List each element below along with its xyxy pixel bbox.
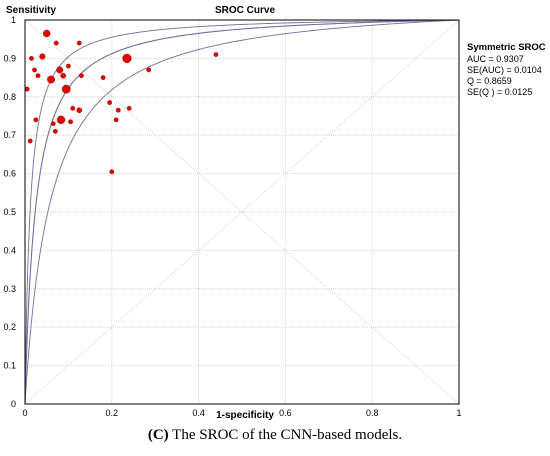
x-tick-label: 1 (456, 408, 461, 418)
study-point (109, 169, 115, 175)
study-point (146, 67, 152, 73)
study-point (29, 56, 34, 61)
y-tick-label: 0.6 (3, 169, 16, 179)
sroc-curve-lower (24, 19, 460, 404)
study-point (53, 40, 59, 46)
y-tick-label: 0.3 (3, 284, 16, 294)
study-point (52, 128, 58, 134)
legend-se-q: SE(Q ) = 0.0125 (467, 87, 532, 97)
figure-caption: (C) The SROC of the CNN-based models. (0, 427, 550, 444)
grid (25, 20, 459, 404)
study-point (213, 52, 219, 57)
y-tick-labels: 0 0.1 0.2 0.3 0.4 0.5 0.6 0.7 0.8 0.9 1 (3, 15, 16, 409)
study-point (68, 119, 73, 125)
study-point (27, 138, 33, 144)
study-point (56, 66, 64, 74)
study-point (24, 86, 30, 92)
y-tick-label: 1 (11, 15, 16, 25)
y-tick-label: 0.7 (3, 130, 16, 140)
study-point (61, 84, 71, 94)
study-point (42, 29, 51, 38)
q-point-diagonal (24, 19, 460, 405)
study-point (66, 63, 71, 69)
legend-q: Q = 0.8659 (467, 76, 512, 86)
y-tick-label: 0.4 (3, 245, 16, 255)
study-point (115, 107, 121, 113)
study-point (122, 53, 132, 64)
study-point (39, 53, 46, 60)
study-point (32, 67, 37, 73)
caption-label: (C) (147, 427, 169, 443)
x-tick-labels: 0 0.2 0.4 0.6 0.8 1 (22, 408, 461, 418)
legend: Symmetric SROC AUC = 0.9307 SE(AUC) = 0.… (467, 42, 546, 97)
study-point (76, 107, 83, 114)
study-point (50, 121, 56, 127)
y-tick-label: 0.1 (3, 361, 16, 371)
legend-auc: AUC = 0.9307 (467, 54, 524, 64)
x-tick-label: 0.2 (106, 408, 119, 418)
study-point (100, 75, 106, 81)
x-tick-label: 0 (22, 408, 27, 418)
study-point (70, 105, 76, 111)
plot-frame (24, 19, 460, 405)
study-point (107, 100, 113, 105)
diagonal-lines (24, 19, 460, 405)
caption-text: The SROC of the CNN-based models. (168, 427, 403, 443)
study-point (126, 105, 132, 111)
y-tick-label: 0.2 (3, 322, 16, 332)
chart-title: SROC Curve (215, 5, 275, 16)
y-tick-label: 0.9 (3, 53, 16, 63)
study-points (24, 29, 219, 175)
x-axis-label: 1-specificity (216, 410, 274, 420)
study-point (47, 75, 55, 84)
x-tick-label: 0.8 (366, 408, 379, 418)
study-point (76, 40, 82, 46)
study-point (56, 115, 66, 124)
sroc-curve-upper (24, 19, 460, 405)
legend-title: Symmetric SROC (467, 42, 546, 53)
y-axis-label: Sensitivity (6, 5, 56, 16)
x-tick-label: 0.6 (279, 408, 292, 418)
y-tick-label: 0.8 (3, 92, 16, 102)
study-point (60, 72, 67, 79)
x-tick-label: 0.4 (192, 408, 205, 418)
study-point (33, 117, 39, 123)
legend-se-auc: SE(AUC) = 0.0104 (467, 65, 542, 75)
study-point (35, 73, 41, 79)
study-point (79, 73, 84, 79)
sroc-chart: 0 0.2 0.4 0.6 0.8 1 0 0.1 0.2 0.3 0.4 0.5 0.6 0.7 0.8… (3, 5, 546, 420)
y-tick-label: 0 (11, 399, 16, 409)
study-point (113, 117, 119, 123)
chance-diagonal (24, 19, 460, 405)
y-tick-label: 0.5 (3, 207, 16, 217)
